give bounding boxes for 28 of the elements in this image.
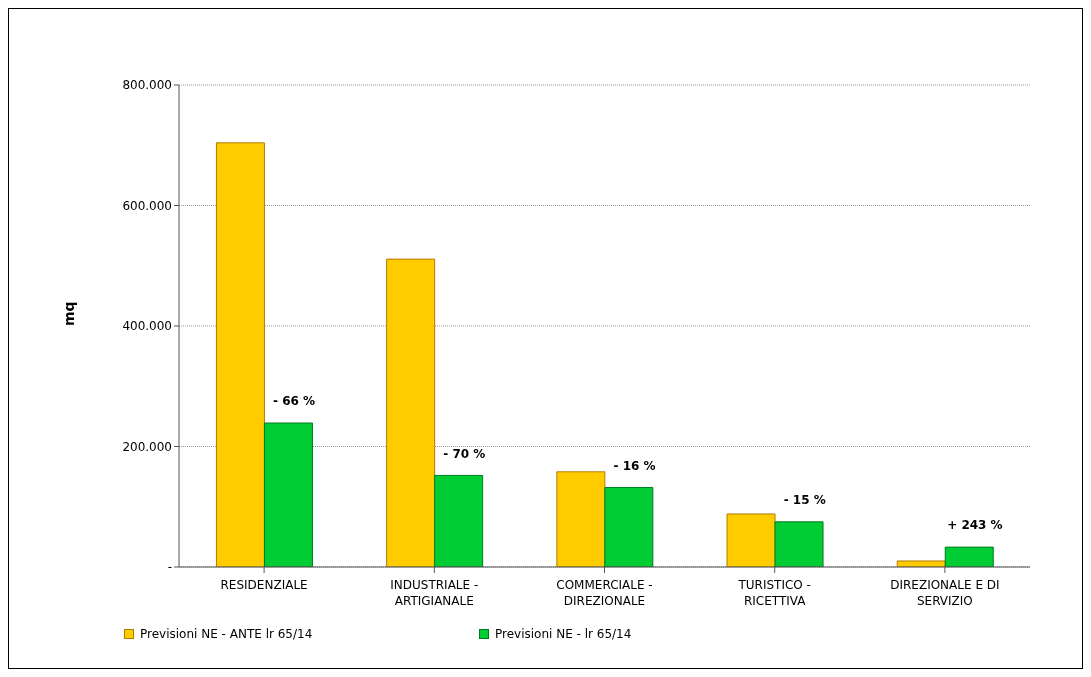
y-tick-label: 200.000 [122,439,172,454]
bar [726,513,776,567]
y-tick-label: 600.000 [122,198,172,213]
bar [774,521,824,567]
annotation: + 243 % [947,518,1003,533]
x-tick-label: DIREZIONALE E DI SERVIZIO [890,578,1000,608]
y-tick-label: 400.000 [122,319,172,334]
bar [896,560,946,567]
bar [604,486,654,567]
x-tick-label: COMMERCIALE - DIREZIONALE [556,578,653,608]
annotation: - 16 % [613,458,656,473]
annotation: - 70 % [443,446,486,461]
bar [386,258,436,567]
legend-label: Previsioni NE - lr 65/14 [495,627,632,641]
legend-label: Previsioni NE - ANTE lr 65/14 [140,627,313,641]
y-tick-label: 800.000 [122,78,172,93]
annotation: - 15 % [783,493,826,508]
bar [944,546,994,567]
y-axis-title: mq [60,301,77,326]
x-tick-label: INDUSTRIALE - ARTIGIANALE [390,578,479,608]
bar [215,142,265,567]
x-tick-label: TURISTICO - RICETTIVA [737,578,811,608]
bar [434,474,484,567]
y-tick-label: - [167,560,172,575]
bar [263,422,313,567]
bar [556,471,606,567]
annotation: - 66 % [273,394,316,409]
x-tick-label: RESIDENZIALE [220,578,308,592]
